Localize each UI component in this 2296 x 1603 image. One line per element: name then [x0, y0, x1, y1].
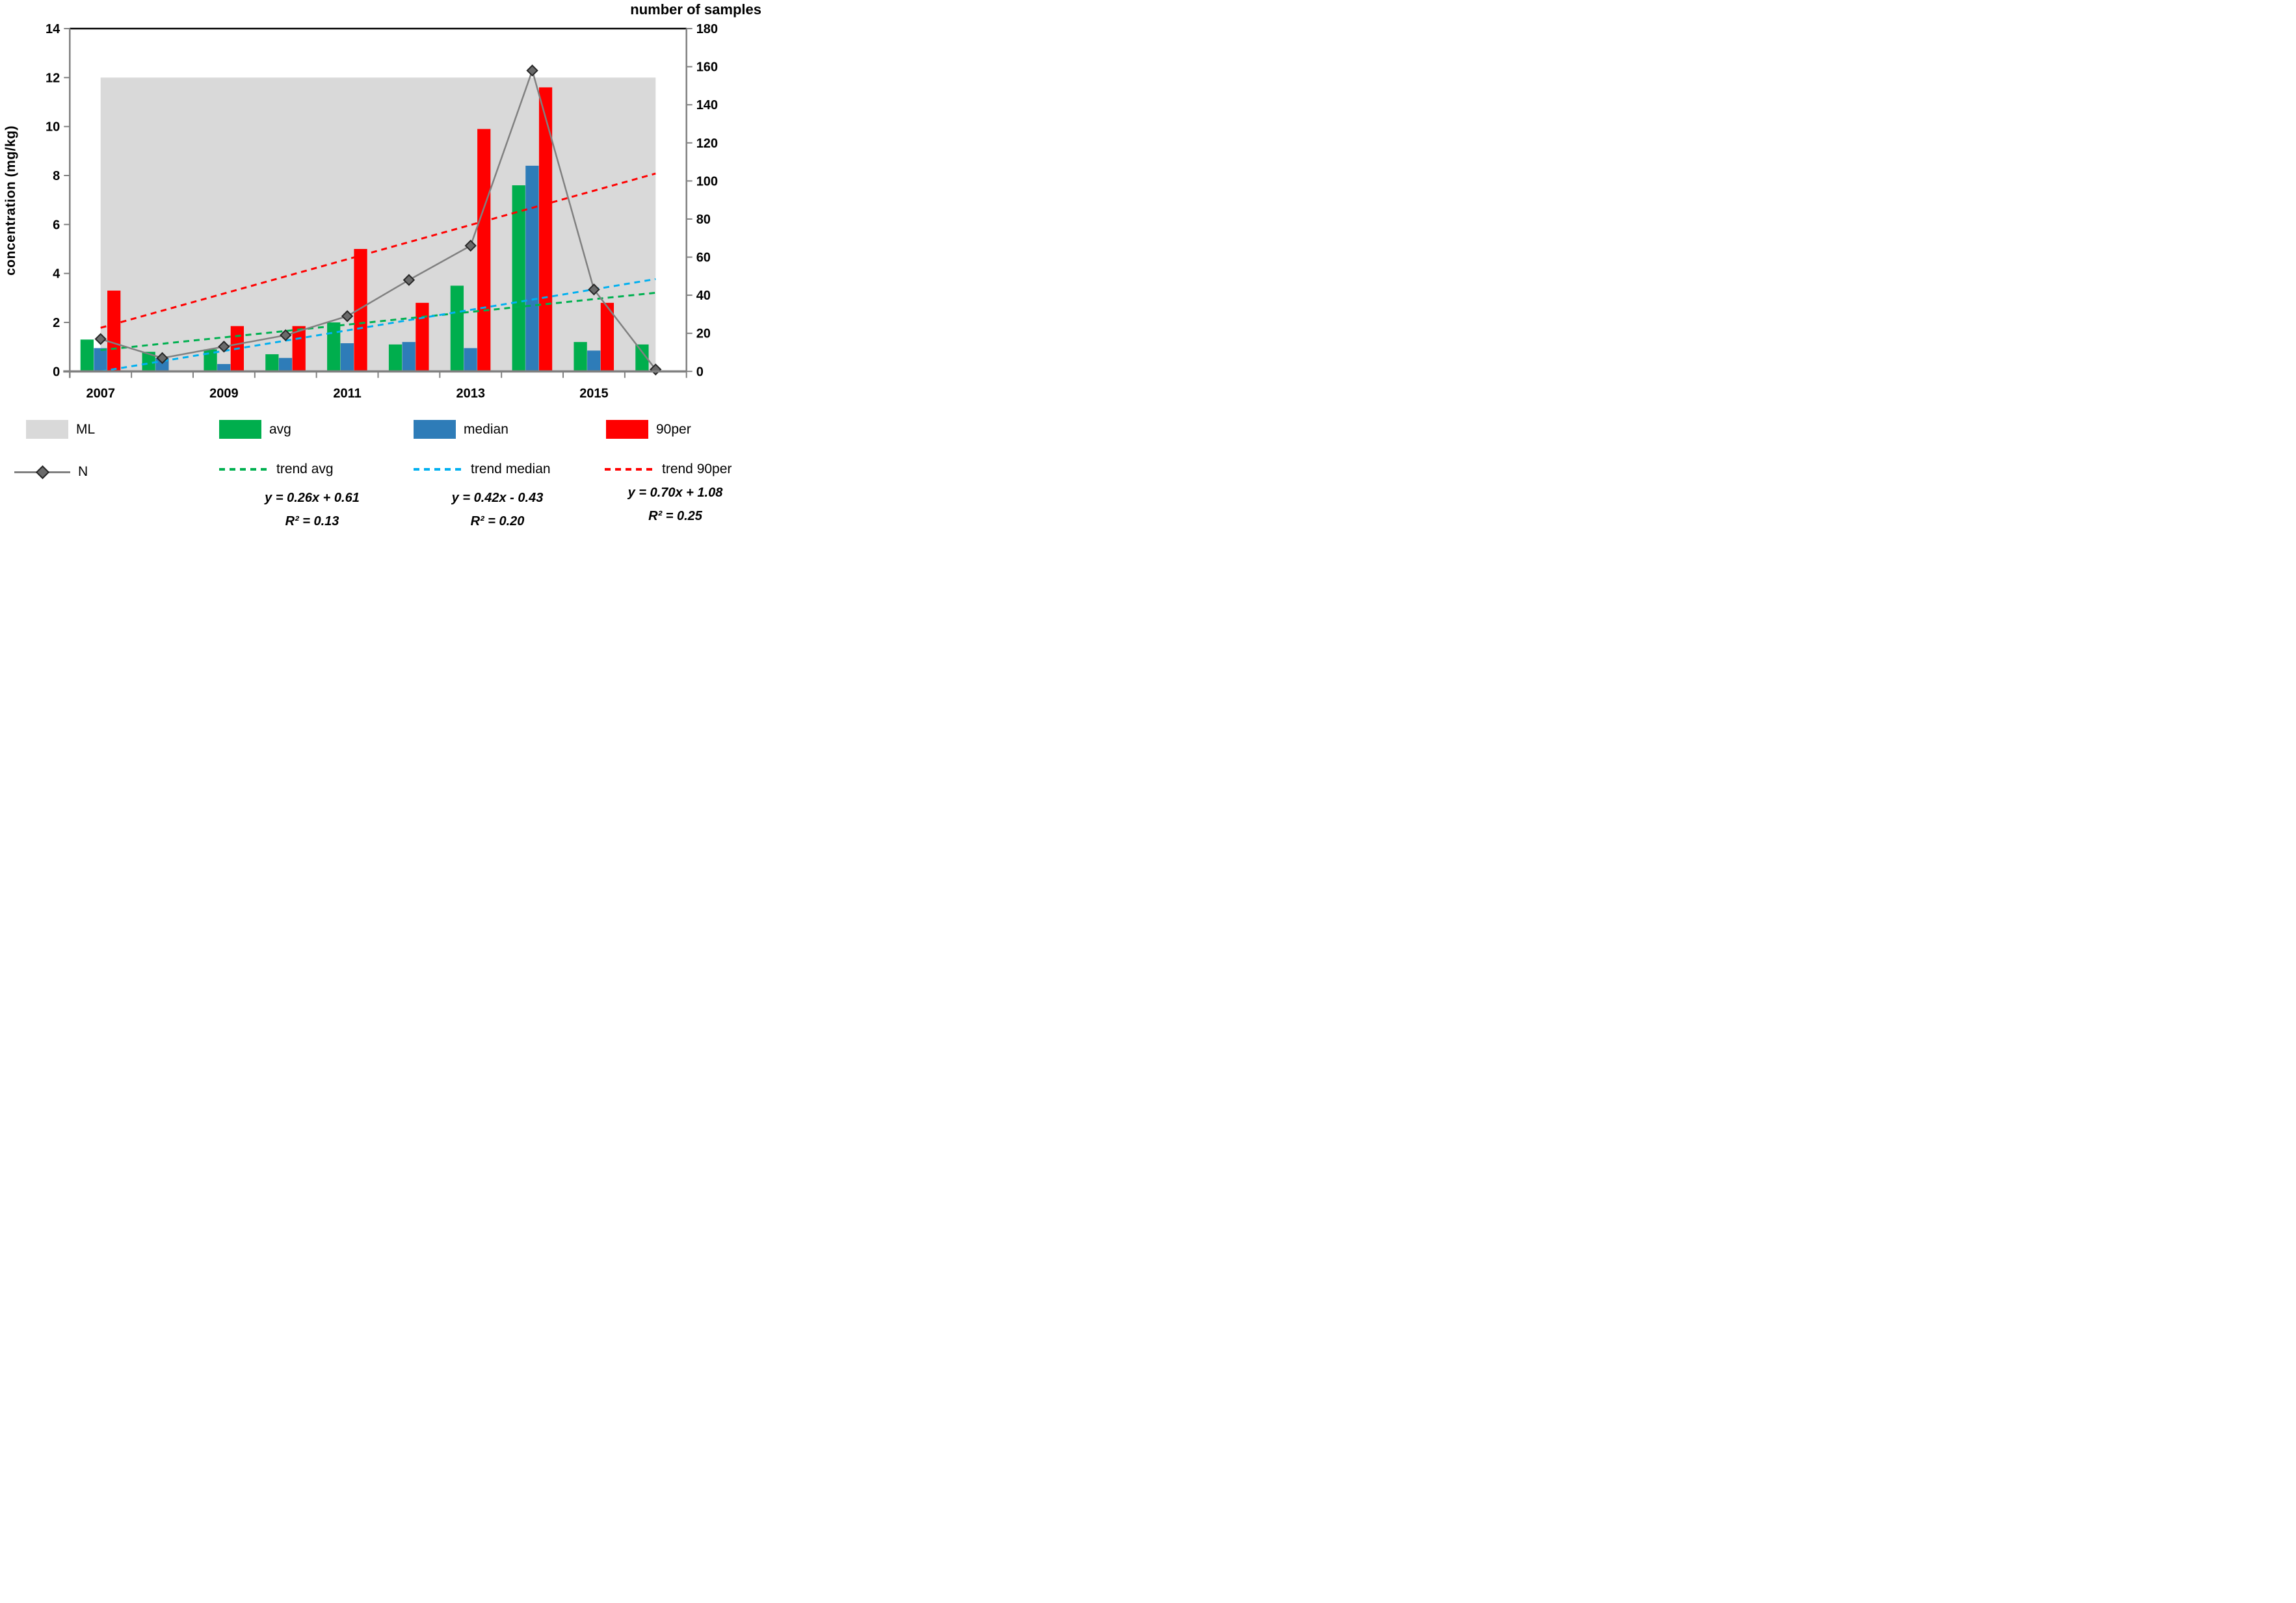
right-tick-label: 40: [696, 289, 711, 303]
median-bar-swatch: [414, 420, 456, 439]
x-tick-label-2009: 2009: [209, 386, 239, 400]
right-tick-label: 80: [696, 213, 711, 227]
legend-label: N: [78, 464, 88, 479]
n-marker-2011: [341, 310, 354, 322]
bar-median-2010: [278, 358, 293, 372]
bar-median-2011: [340, 343, 354, 372]
left-tick-label: 6: [53, 218, 60, 232]
equation-line: y = 0.70x + 1.08: [627, 486, 723, 500]
equation-line: y = 0.26x + 0.61: [265, 491, 360, 505]
legend-label: trend 90per: [662, 462, 732, 476]
left-tick-label: 4: [53, 267, 60, 281]
legend-label: 90per: [656, 421, 691, 437]
90per-bar-swatch: [606, 420, 648, 439]
bar-90per-2015: [600, 302, 614, 372]
ml-band: [100, 77, 656, 372]
right-axis-title: number of samples: [630, 1, 761, 18]
right-tick-label: 160: [696, 60, 718, 75]
equation-r2: R² = 0.25: [648, 509, 702, 523]
bar-avg-2011: [327, 322, 341, 372]
right-tick-label: 20: [696, 327, 711, 341]
n-marker-2008: [156, 352, 168, 365]
legend-item-median: median: [414, 420, 508, 439]
equation-line: y = 0.42x - 0.43: [451, 491, 544, 505]
x-tick-label-2013: 2013: [456, 386, 486, 400]
legend-label: ML: [76, 421, 96, 437]
bar-median-2009: [217, 364, 231, 372]
legend-item-trend-avg: trend avg: [219, 462, 334, 477]
right-tick-label: 60: [696, 251, 711, 265]
x-tick-label-2015: 2015: [579, 386, 609, 400]
bar-avg-2007: [80, 339, 94, 372]
right-tick-label: 0: [696, 365, 704, 379]
ml-band-swatch: [26, 420, 68, 439]
legend-label: trend avg: [276, 462, 334, 476]
diamond-marker-icon: [35, 465, 50, 479]
n-marker-2015: [588, 283, 600, 296]
n-line: [100, 68, 657, 371]
trend-90per-swatch: [605, 468, 654, 471]
legend-label: median: [464, 421, 508, 437]
n-marker-2013: [464, 239, 477, 252]
legend-item-n: N: [14, 464, 88, 480]
n-line-swatch: [14, 465, 70, 479]
bar-median-2007: [94, 348, 107, 372]
left-tick-label: 12: [46, 71, 60, 85]
bar-90per-2014: [538, 87, 553, 372]
left-tick-label: 10: [46, 120, 60, 135]
legend-item-ml: ML: [26, 420, 95, 439]
right-tick-label: 140: [696, 98, 718, 112]
right-tick-label: 180: [696, 22, 718, 36]
bar-90per-2012: [416, 302, 429, 372]
bar-avg-2010: [265, 354, 279, 372]
bar-avg-2014: [512, 185, 525, 372]
equation-trend-avg: y = 0.26x + 0.61 R² = 0.13: [215, 486, 410, 533]
bar-avg-2009: [204, 349, 217, 372]
legend-item-trend-90per: trend 90per: [605, 462, 732, 477]
bar-median-2013: [464, 348, 477, 372]
equation-trend-90per: y = 0.70x + 1.08 R² = 0.25: [585, 481, 765, 528]
bar-avg-2008: [142, 352, 155, 372]
n-marker-2010: [280, 329, 292, 341]
bar-90per-2007: [107, 291, 121, 372]
legend-item-avg: avg: [219, 420, 291, 439]
bar-avg-2012: [388, 344, 402, 372]
right-tick-label: 100: [696, 174, 718, 189]
n-marker-2009: [218, 341, 230, 353]
trend-avg-swatch: [219, 468, 269, 471]
legend-label: trend median: [471, 462, 551, 476]
legend-label: avg: [269, 421, 291, 437]
legend-item-trend-median: trend median: [414, 462, 551, 477]
bar-avg-2013: [450, 285, 464, 372]
bar-avg-2016: [635, 344, 649, 372]
n-marker-2007: [94, 333, 107, 345]
bar-median-2015: [587, 350, 601, 372]
trendline-trend-90per: [100, 172, 656, 329]
x-tick-label-2007: 2007: [86, 386, 115, 400]
x-tick-label-2011: 2011: [333, 386, 361, 400]
equation-r2: R² = 0.13: [285, 514, 339, 528]
left-tick-label: 8: [53, 169, 60, 183]
right-tick-label: 120: [696, 137, 718, 151]
bar-90per-2011: [354, 248, 367, 372]
bar-90per-2013: [477, 129, 491, 372]
trendline-trend-median: [100, 278, 656, 372]
avg-bar-swatch: [219, 420, 261, 439]
left-tick-label: 0: [53, 365, 60, 379]
left-tick-label: 2: [53, 316, 60, 330]
bar-median-2012: [402, 342, 416, 372]
equation-r2: R² = 0.20: [470, 514, 525, 528]
bar-median-2014: [525, 165, 539, 372]
n-marker-2014: [526, 64, 538, 77]
trend-median-swatch: [414, 468, 463, 471]
bar-90per-2010: [292, 326, 306, 372]
n-marker-2012: [402, 274, 416, 286]
bar-avg-2015: [574, 342, 587, 372]
equation-trend-median: y = 0.42x - 0.43 R² = 0.20: [400, 486, 595, 533]
legend-item-90per: 90per: [606, 420, 691, 439]
figure: number of samples concentration (mg/kg) …: [0, 0, 765, 534]
left-tick-label: 14: [46, 22, 60, 36]
